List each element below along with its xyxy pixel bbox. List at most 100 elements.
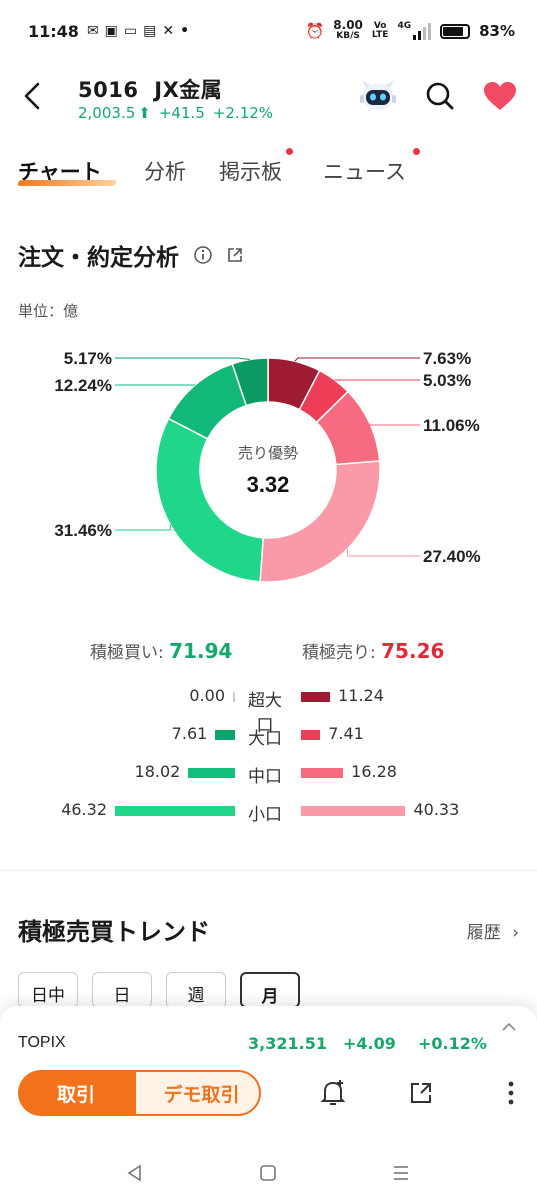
breakdown-row: 7.61 大口 7.41 [0,720,537,758]
sell-value: 11.24 [338,686,384,705]
square-home-icon [260,1165,276,1181]
order-donut-chart: 7.63% 5.03% 11.06% 27.40% 31.46% 12.24% 5.17% … [0,330,537,600]
buy-bar [215,730,235,740]
stock-header: 5016 JX金属 2,003.5 ⬆ +41.5 +2.12% [0,62,537,132]
battery-icon [440,23,471,39]
donut-center-label: 売り優勢 [238,444,298,462]
donut-label-0: 7.63% [423,349,471,368]
mail-icon: ✉ [86,23,99,39]
period-tabs: 日中 日 週 月 [18,972,300,1008]
tab-analysis[interactable]: 分析 [144,160,186,184]
index-ticker[interactable]: TOPIX 3,321.51 +4.09 +0.12% [18,1034,518,1058]
donut-slice-buy-4 [155,417,264,583]
index-change: +4.09 [343,1034,396,1053]
order-analysis-header: 注文・約定分析 [18,238,245,272]
net-speed-value: 8.00 [333,18,363,32]
donut-center-value: 3.32 [247,472,290,497]
triangle-back-icon [127,1164,141,1182]
aggressive-buy-label: 積極買い: [90,643,164,663]
aggressive-buy-value: 71.94 [169,639,233,663]
stock-quote: 2,003.5 ⬆ +41.5 +2.12% [78,104,273,122]
stock-change: +41.5 [158,104,205,122]
price-alert-button[interactable] [316,1076,350,1110]
breakdown-row: 46.32 小口 40.33 [0,796,537,834]
tab-bar: チャート 分析 掲示板 ニュース [0,148,537,198]
buy-bar [115,806,235,816]
tab-board[interactable]: 掲示板 [219,160,282,184]
robot-icon [360,80,396,110]
share-button[interactable] [404,1076,438,1110]
net-speed: 8.00 KB/S [333,18,363,41]
nav-home-button[interactable] [253,1158,283,1188]
breakdown-row: 18.02 中口 16.28 [0,758,537,796]
stock-price: 2,003.5 [78,104,136,122]
demo-trade-button[interactable]: デモ取引 [134,1070,261,1116]
order-size-label: 小口 [248,805,282,825]
stock-title: 5016 JX金属 [78,74,222,104]
period-tab-month[interactable]: 月 [240,972,300,1008]
unit-label: 単位：億 [18,302,79,320]
ai-assistant-button[interactable] [358,76,398,116]
aggressive-sell-value: 75.26 [381,639,445,663]
history-link[interactable]: 履歴 › [467,918,519,943]
favorite-button[interactable] [480,76,520,116]
aggressive-buy: 積極買い: 71.94 [90,638,232,663]
period-tab-week[interactable]: 週 [166,972,226,1008]
donut-label-3: 27.40% [423,547,481,566]
volte-indicator: Vo LTE [372,22,389,40]
search-icon [426,82,454,110]
trend-title: 積極売買トレンド [18,918,210,946]
more-notifications-icon: • [180,23,190,39]
more-vertical-icon [508,1081,514,1105]
buy-value: 46.32 [61,800,107,819]
action-bar: 取引 デモ取引 [0,1068,537,1120]
notification-icons: ✉ ▣ ▭ ▤ ✕ • [87,23,189,39]
buy-bar [233,692,235,702]
period-tab-day[interactable]: 日 [92,972,152,1008]
aggressive-sell: 積極売り: 75.26 [302,638,444,663]
chevron-left-icon [24,82,40,110]
back-button[interactable] [14,76,50,116]
donut-leader-line-3 [347,548,420,557]
status-bar: 11:48 ✉ ▣ ▭ ▤ ✕ • ⏰ 8.00 KB/S Vo LTE 4G … [0,0,537,62]
sell-bar [301,692,331,702]
up-arrow-icon: ⬆ [138,104,151,122]
donut-label-4: 31.46% [54,521,112,540]
pay-icon: ▭ [123,23,138,39]
buy-bar [188,768,235,778]
period-tab-intraday[interactable]: 日中 [18,972,78,1008]
chevron-up-icon[interactable] [499,1020,519,1034]
index-value: 3,321.51 [248,1034,327,1053]
sell-value: 40.33 [413,800,460,819]
buy-value: 18.02 [134,762,181,781]
sell-bar [301,730,321,740]
system-nav-bar [0,1150,537,1200]
buy-value: 0.00 [189,686,225,705]
info-icon[interactable] [193,245,213,265]
stock-change-pct: +2.12% [212,104,274,122]
order-analysis-title: 注文・約定分析 [18,245,179,271]
nav-recents-button[interactable] [386,1158,416,1188]
sell-bar [301,806,406,816]
network-type: 4G [397,21,412,31]
order-size-label: 大口 [248,729,282,749]
more-button[interactable] [494,1076,528,1110]
status-time: 11:48 [28,21,79,41]
share-icon[interactable] [225,245,245,265]
donut-leader-line-6 [115,357,250,360]
bell-plus-icon [320,1080,346,1105]
nav-back-button[interactable] [120,1158,150,1188]
index-change-pct: +0.12% [418,1034,487,1053]
history-label: 履歴 [466,923,501,943]
bottom-panel: TOPIX 3,321.51 +4.09 +0.12% 取引 デモ取引 [0,1006,537,1200]
breakdown-row: 0.00 超大口 11.24 [0,682,537,736]
search-button[interactable] [420,76,460,116]
tab-news[interactable]: ニュース [323,160,406,184]
aggressive-sell-label: 積極売り: [302,643,376,663]
order-size-label: 中口 [248,767,282,787]
volte-top: Vo [373,21,387,31]
sell-value: 16.28 [351,762,397,781]
donut-label-2: 11.06% [423,416,480,435]
alarm-icon: ⏰ [305,22,325,40]
active-tab-indicator [16,180,118,186]
